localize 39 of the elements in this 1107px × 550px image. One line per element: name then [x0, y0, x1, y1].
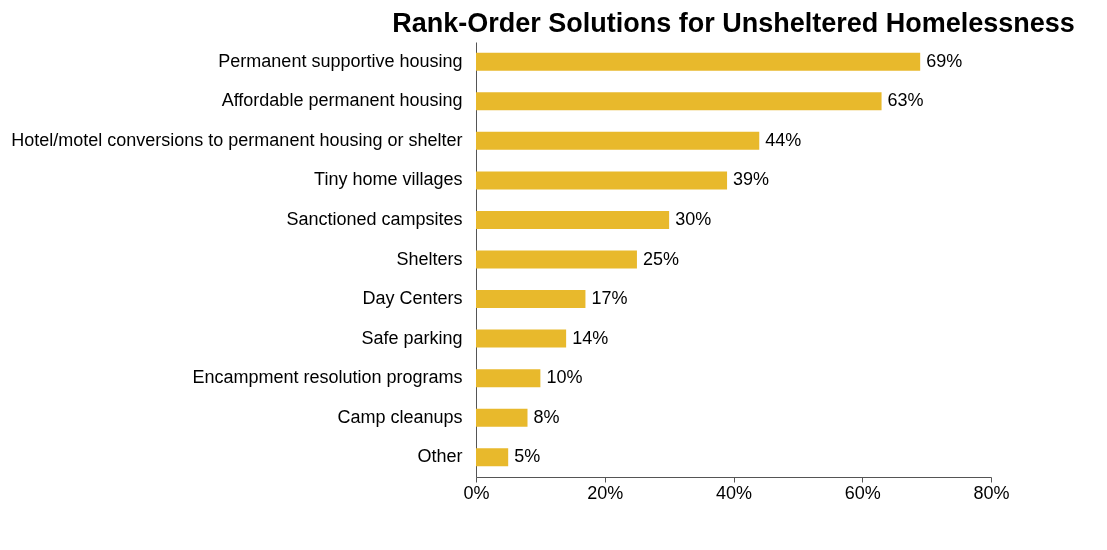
bar [476, 290, 586, 309]
y-tick-label: Camp cleanups [337, 406, 463, 427]
y-tick-label: Encampment resolution programs [192, 367, 463, 388]
data-label: 63% [887, 90, 924, 111]
bar [476, 250, 637, 269]
chart-title: Rank-Order Solutions for Unsheltered Homelessness [392, 8, 1075, 38]
x-tick-label: 40% [715, 482, 753, 503]
x-tick-label: 0% [463, 482, 490, 503]
bar [476, 171, 728, 190]
y-tick-label: Tiny home villages [314, 169, 463, 190]
y-tick-label: Safe parking [361, 327, 463, 348]
x-tick-label: 20% [587, 482, 624, 503]
data-label: 17% [591, 288, 628, 309]
y-tick-label: Sanctioned campsites [286, 208, 463, 229]
data-label: 44% [765, 129, 802, 150]
y-tick-label: Shelters [396, 248, 463, 269]
data-label: 10% [546, 367, 583, 388]
data-label: 5% [514, 446, 541, 467]
y-tick-label: Permanent supportive housing [218, 50, 463, 71]
bar [476, 448, 509, 467]
data-label: 8% [533, 406, 560, 427]
bar [476, 131, 760, 150]
bar [476, 52, 921, 71]
y-tick-label: Affordable permanent housing [221, 90, 463, 111]
y-tick-label: Hotel/motel conversions to permanent housing or shelter [11, 129, 463, 150]
bar [476, 329, 567, 348]
bar [476, 369, 541, 388]
bar [476, 408, 528, 427]
bar [476, 210, 670, 229]
y-tick-label: Other [417, 446, 463, 467]
data-label: 69% [926, 50, 963, 71]
bar [476, 92, 882, 111]
x-tick-label: 60% [844, 482, 881, 503]
x-tick-label: 80% [973, 482, 1010, 503]
data-label: 14% [572, 327, 609, 348]
y-tick-label: Day Centers [362, 288, 463, 309]
data-label: 30% [675, 208, 712, 229]
data-label: 39% [733, 169, 770, 190]
data-label: 25% [642, 248, 679, 269]
